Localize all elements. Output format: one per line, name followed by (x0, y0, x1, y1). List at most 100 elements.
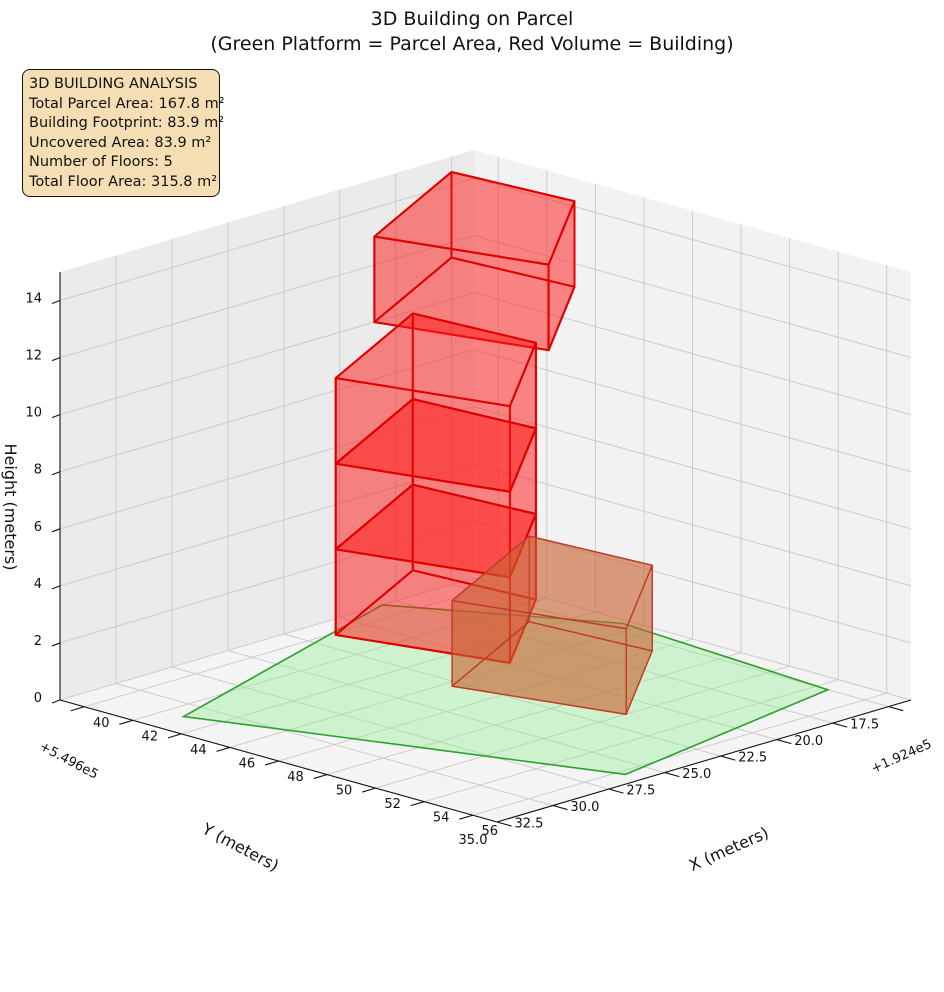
pane-yz (60, 150, 474, 700)
x-tick-label: 44 (190, 743, 207, 758)
grid-line-x-floor (181, 611, 596, 735)
z-tick-mark (51, 642, 61, 647)
axis-lines (51, 272, 912, 827)
grid-line-z-left (59, 520, 475, 644)
z-tick-label: 0 (34, 691, 42, 706)
grid-line-x-floor (472, 692, 887, 816)
z-tick-label: 6 (34, 520, 42, 535)
floor-top-face (334, 483, 537, 579)
grid-line-z-back (473, 577, 912, 701)
grid-line-x-floor (326, 652, 742, 775)
x-tick-mark (410, 801, 425, 807)
grid-line-x-floor (375, 665, 790, 789)
floor-top-face (373, 171, 576, 266)
info-uncovered-area: Uncovered Area: 83.9 m² (29, 134, 212, 151)
x-tick-mark (119, 719, 133, 725)
x-tick-mark (216, 746, 231, 752)
grid-line-z-back (473, 292, 912, 416)
building-analysis-box: 3D BUILDING ANALYSIS Total Parcel Area: … (22, 69, 225, 197)
y-tick-mark (664, 772, 680, 778)
chart-title-line-1: 3D Building on Parcel (371, 8, 574, 30)
y-tick-label: 22.5 (738, 751, 767, 766)
x-tick-mark (70, 706, 85, 712)
y-tick-mark (888, 706, 904, 712)
x-offset-text: +1.924e5 (869, 737, 934, 777)
x-tick-label: 50 (336, 784, 353, 799)
z-tick-mark (51, 300, 61, 305)
x-tick-label: 54 (433, 811, 450, 826)
y-tick-label: 27.5 (626, 784, 655, 799)
floor-top-face (451, 535, 653, 630)
grid-line-z-left (59, 577, 475, 701)
grid-line-z-left (59, 349, 475, 473)
x-tick-mark (264, 760, 279, 766)
grid-line-y-floor (227, 650, 665, 773)
z-tick-mark (51, 585, 61, 590)
y-tick-label: 20.0 (794, 734, 823, 749)
grid-line-x-floor (132, 597, 547, 721)
info-footprint: Building Footprint: 83.9 m² (29, 115, 225, 132)
tick-labels: 40424446485052545617.520.022.525.027.530… (25, 292, 879, 848)
building-floor-5 (373, 171, 576, 352)
floor-top-face (334, 312, 537, 408)
info-floors: Number of Floors: 5 (29, 154, 173, 171)
grid-line-z-back (473, 235, 912, 359)
floor-top-face (334, 398, 537, 493)
y-tick-mark (720, 755, 736, 761)
z-tick-mark (51, 414, 61, 419)
grid-line-y-floor (171, 666, 610, 790)
x-tick-label: 40 (93, 716, 110, 731)
y-axis-line (496, 699, 912, 823)
x-tick-label: 46 (239, 756, 256, 771)
grid-line-z-back (473, 349, 912, 473)
z-tick-mark (51, 699, 61, 704)
y-tick-mark (776, 739, 792, 745)
x-tick-label: 52 (384, 797, 401, 812)
grid-line-x-floor (424, 679, 839, 803)
z-tick-mark (51, 471, 61, 476)
grid-line-x-floor (278, 638, 693, 762)
grid-line-x-floor (229, 625, 645, 748)
grid-line-z-left (59, 178, 475, 301)
grid-line-z-left (59, 292, 475, 416)
x-tick-mark (313, 774, 328, 780)
z-tick-label: 10 (25, 406, 42, 421)
info-parcel-area: Total Parcel Area: 167.8 m² (29, 95, 225, 112)
grid-line-y-floor (283, 633, 721, 757)
grid-lines (59, 156, 912, 823)
grid-line-z-left (59, 406, 475, 530)
y-tick-label: 25.0 (682, 767, 711, 782)
data-volumes (181, 171, 831, 776)
chart-title-line-2: (Green Platform = Parcel Area, Red Volum… (210, 33, 733, 55)
x-tick-mark (167, 733, 182, 739)
grid-line-y-floor (115, 683, 554, 806)
building-floor-1 (451, 535, 653, 715)
grid-line-z-back (473, 178, 912, 301)
y-axis-label: Y (meters) (198, 819, 282, 876)
x-tick-mark (459, 814, 473, 820)
grid-line-z-left (59, 463, 475, 587)
x-axis-label: X (meters) (686, 823, 771, 875)
z-tick-mark (51, 357, 61, 362)
y-tick-label: 35.0 (459, 833, 488, 848)
y-tick-mark (608, 788, 624, 794)
y-offset-text: +5.496e5 (37, 739, 101, 782)
x-tick-label: 48 (287, 770, 304, 785)
building-floor-2 (334, 483, 537, 664)
y-tick-label: 32.5 (514, 817, 543, 832)
info-floor-area: Total Floor Area: 315.8 m² (29, 173, 218, 190)
z-tick-label: 2 (34, 634, 42, 649)
y-tick-mark (552, 804, 568, 811)
grid-line-x-floor (84, 584, 499, 708)
z-tick-mark (51, 528, 61, 533)
y-tick-mark (496, 821, 512, 827)
x-tick-label: 56 (481, 824, 498, 839)
grid-line-y-floor (395, 600, 833, 724)
grid-line-z-left (59, 235, 475, 359)
z-tick-label: 12 (25, 349, 42, 364)
info-heading: 3D BUILDING ANALYSIS (29, 76, 198, 92)
z-axis-label: Height (meters) (1, 444, 20, 571)
grid-line-z-back (473, 463, 912, 587)
x-tick-mark (362, 787, 376, 793)
